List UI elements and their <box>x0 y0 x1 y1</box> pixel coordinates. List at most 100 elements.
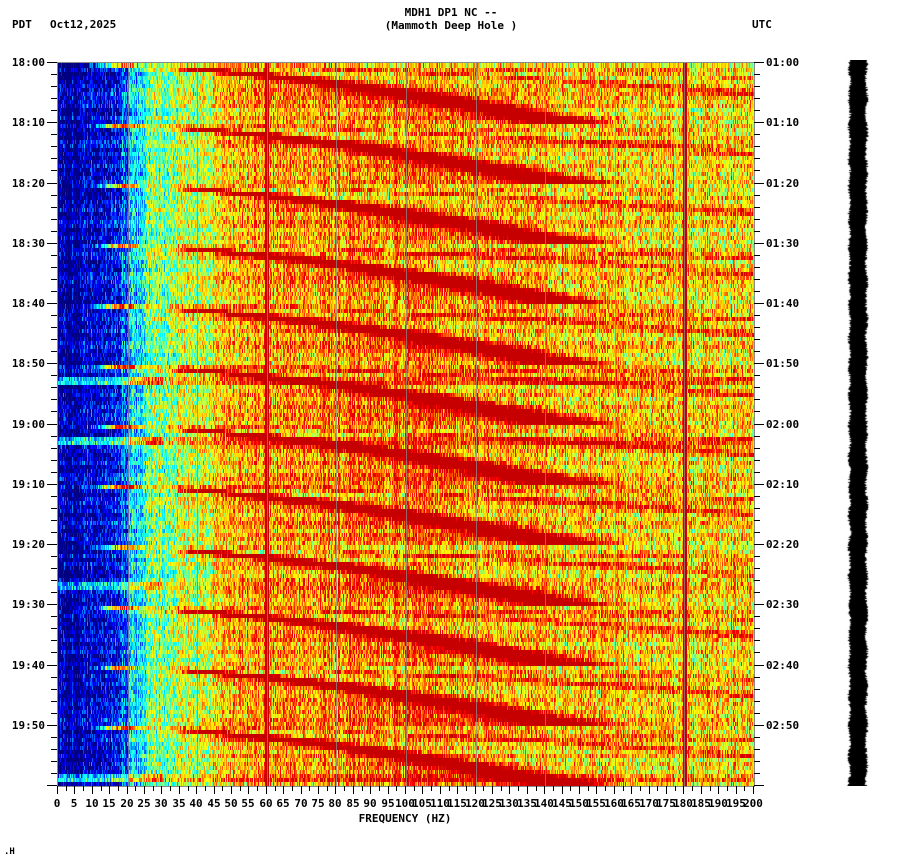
time-tick-minor-left <box>51 387 57 388</box>
time-tick-minor-left <box>51 375 57 376</box>
freq-label: 5 <box>70 797 78 810</box>
time-label-utc: 01:40 <box>766 297 800 310</box>
time-tick-major-right <box>754 62 764 63</box>
time-tick-minor-left <box>51 460 57 461</box>
time-tick-minor-right <box>754 339 760 340</box>
time-tick-minor-left <box>51 110 57 111</box>
time-label-pdt: 19:30 <box>11 598 45 611</box>
time-tick-minor-right <box>754 677 760 678</box>
time-tick-minor-right <box>754 86 760 87</box>
freq-tick-minor <box>483 786 484 791</box>
freq-tick-minor <box>327 786 328 791</box>
freq-tick-minor <box>553 786 554 791</box>
freq-tick-major <box>753 786 754 794</box>
time-tick-major-right <box>754 303 764 304</box>
freq-tick-minor <box>431 786 432 791</box>
freq-tick-major <box>318 786 319 794</box>
time-label-pdt: 18:20 <box>11 177 45 190</box>
freq-label: 10 <box>85 797 99 810</box>
time-tick-minor-right <box>754 737 760 738</box>
freq-tick-major <box>301 786 302 794</box>
freq-label: 35 <box>172 797 186 810</box>
time-tick-major-right <box>754 484 764 485</box>
waveform-trace-panel <box>845 60 871 786</box>
time-tick-minor-left <box>51 773 57 774</box>
time-tick-minor-left <box>51 640 57 641</box>
time-label-pdt: 18:00 <box>11 56 45 69</box>
freq-label: 95 <box>381 797 395 810</box>
freq-label: 140 <box>534 797 554 810</box>
time-tick-minor-left <box>51 496 57 497</box>
time-tick-minor-right <box>754 375 760 376</box>
freq-label: 135 <box>517 797 537 810</box>
time-tick-major-right <box>754 243 764 244</box>
time-tick-minor-left <box>51 689 57 690</box>
freq-tick-major <box>596 786 597 794</box>
time-tick-minor-right <box>754 291 760 292</box>
time-tick-minor-right <box>754 556 760 557</box>
time-label-pdt: 19:50 <box>11 719 45 732</box>
time-tick-minor-left <box>51 195 57 196</box>
freq-tick-minor <box>588 786 589 791</box>
freq-tick-minor <box>170 786 171 791</box>
time-tick-major-right <box>754 665 764 666</box>
timezone-label-right: UTC <box>752 18 772 31</box>
freq-tick-minor <box>744 786 745 791</box>
freq-tick-major <box>492 786 493 794</box>
time-tick-minor-right <box>754 508 760 509</box>
time-tick-minor-left <box>51 652 57 653</box>
time-tick-minor-left <box>51 448 57 449</box>
time-tick-minor-right <box>754 170 760 171</box>
time-tick-minor-left <box>51 737 57 738</box>
freq-label: 105 <box>412 797 432 810</box>
time-tick-minor-left <box>51 399 57 400</box>
freq-tick-major <box>527 786 528 794</box>
time-tick-minor-left <box>51 231 57 232</box>
time-tick-minor-right <box>754 436 760 437</box>
freq-tick-minor <box>692 786 693 791</box>
freq-label: 25 <box>137 797 151 810</box>
time-tick-minor-left <box>51 713 57 714</box>
time-tick-minor-left <box>51 170 57 171</box>
time-tick-minor-right <box>754 568 760 569</box>
freq-tick-minor <box>396 786 397 791</box>
freq-label: 100 <box>395 797 415 810</box>
time-tick-minor-left <box>51 472 57 473</box>
time-tick-minor-left <box>51 749 57 750</box>
freq-label: 200 <box>743 797 763 810</box>
time-label-pdt: 18:50 <box>11 357 45 370</box>
frequency-axis: 0 5 10 15 20 25 30 35 40 45 50 55 60 65 70 75 80 85 90 95 10… <box>0 786 902 826</box>
time-tick-minor-right <box>754 592 760 593</box>
spectrogram-plot-area[interactable] <box>57 62 755 787</box>
freq-tick-minor <box>344 786 345 791</box>
time-tick-minor-right <box>754 255 760 256</box>
time-tick-minor-left <box>51 701 57 702</box>
time-tick-major-left <box>47 544 57 545</box>
time-tick-minor-right <box>754 98 760 99</box>
freq-label: 70 <box>294 797 308 810</box>
freq-tick-major <box>683 786 684 794</box>
freq-tick-major <box>144 786 145 794</box>
time-tick-minor-left <box>51 508 57 509</box>
time-tick-minor-right <box>754 496 760 497</box>
time-label-utc: 01:30 <box>766 237 800 250</box>
freq-tick-minor <box>727 786 728 791</box>
freq-label: 45 <box>207 797 221 810</box>
time-axis-utc: 01:00 01:10 01:20 01:30 01:40 01:50 02:00 02:10… <box>754 56 844 786</box>
time-tick-minor-right <box>754 195 760 196</box>
time-tick-minor-left <box>51 592 57 593</box>
time-label-utc: 02:20 <box>766 538 800 551</box>
time-tick-minor-right <box>754 134 760 135</box>
time-tick-major-left <box>47 725 57 726</box>
time-tick-major-right <box>754 183 764 184</box>
time-tick-minor-right <box>754 761 760 762</box>
time-label-utc: 02:30 <box>766 598 800 611</box>
freq-tick-major <box>666 786 667 794</box>
time-tick-major-left <box>47 785 57 786</box>
freq-tick-minor <box>536 786 537 791</box>
time-tick-minor-left <box>51 267 57 268</box>
time-tick-minor-left <box>51 532 57 533</box>
freq-label: 15 <box>102 797 116 810</box>
freq-tick-major <box>283 786 284 794</box>
time-tick-minor-left <box>51 628 57 629</box>
